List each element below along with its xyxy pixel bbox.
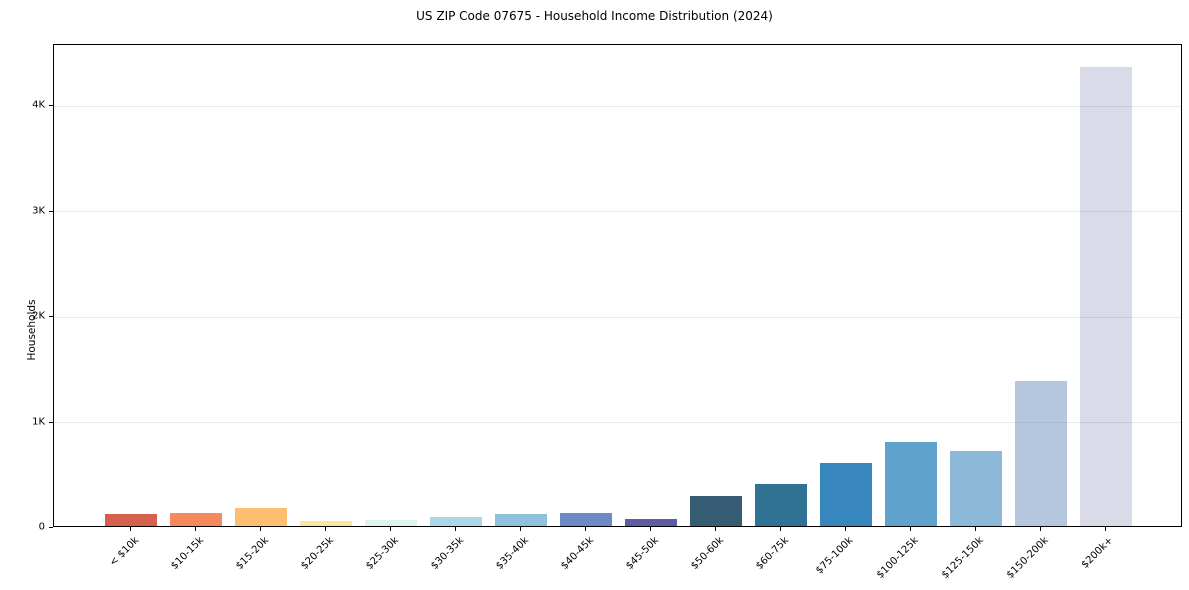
x-tick-label: $10-15k xyxy=(169,535,207,572)
x-tick-label: < $10k xyxy=(107,535,142,569)
x-tick-label: $45-50k xyxy=(623,535,661,572)
x-tick-mark xyxy=(714,527,716,531)
x-tick-label: $50-60k xyxy=(688,535,726,572)
x-tick-mark xyxy=(909,527,911,531)
x-tick-label: $75-100k xyxy=(814,535,856,577)
y-tick-label: 4K xyxy=(32,99,45,111)
x-tick-mark xyxy=(325,527,327,531)
x-tick-mark xyxy=(1104,527,1106,531)
x-tick-label: $200k+ xyxy=(1079,535,1116,571)
x-tick-label: $60-75k xyxy=(753,535,791,572)
x-tick-label: $30-35k xyxy=(428,535,466,572)
gridline xyxy=(54,316,1181,318)
x-tick-mark xyxy=(1039,527,1041,531)
x-tick-label: $40-45k xyxy=(558,535,596,572)
bar-125-150k xyxy=(949,450,1002,526)
bar-40-45k xyxy=(560,513,612,526)
y-tick-mark xyxy=(49,105,53,107)
x-tick-mark xyxy=(649,527,651,531)
y-tick-mark xyxy=(49,527,53,528)
bar-10-15k xyxy=(170,512,223,526)
bar-30-35k xyxy=(430,517,483,526)
gridline xyxy=(54,105,1181,107)
x-tick-label: $125-150k xyxy=(939,535,986,581)
y-tick-label: 3K xyxy=(32,205,45,217)
y-tick-mark xyxy=(49,421,53,423)
x-tick-label: $150-200k xyxy=(1004,535,1051,581)
x-tick-mark xyxy=(390,527,392,531)
x-tick-label: $100-125k xyxy=(874,535,921,581)
bar-15-20k xyxy=(235,507,288,526)
y-tick-mark xyxy=(49,316,53,318)
y-tick-label: 2K xyxy=(32,310,45,322)
y-tick-label: 1K xyxy=(32,416,45,428)
gridline xyxy=(54,422,1181,424)
chart-title: US ZIP Code 07675 - Household Income Dis… xyxy=(416,9,773,23)
x-tick-label: $25-30k xyxy=(364,535,401,572)
bar-60-75k xyxy=(754,483,807,526)
gridline xyxy=(54,211,1181,213)
bar-10k xyxy=(105,513,158,526)
bar-20-25k xyxy=(300,521,353,526)
bar-45-50k xyxy=(624,519,677,526)
x-tick-mark xyxy=(520,527,522,531)
x-tick-mark xyxy=(455,527,457,531)
bar-100-125k xyxy=(884,441,937,526)
bar-75-100k xyxy=(819,462,872,526)
y-axis-label: Households xyxy=(26,299,38,361)
x-tick-label: $35-40k xyxy=(493,535,531,572)
x-tick-mark xyxy=(260,527,262,531)
x-tick-mark xyxy=(779,527,781,531)
bar-50-60k xyxy=(689,495,742,526)
bar-150-200k xyxy=(1014,380,1067,526)
y-tick-label: 0 xyxy=(38,521,45,533)
bar-200k xyxy=(1079,66,1132,526)
plot-area: Households xyxy=(26,44,1182,527)
bar-25-30k xyxy=(365,520,418,526)
bar-35-40k xyxy=(495,514,548,526)
x-tick-label: $15-20k xyxy=(234,535,272,572)
x-tick-mark xyxy=(585,527,587,531)
y-tick-mark xyxy=(49,210,53,212)
x-tick-mark xyxy=(844,527,846,531)
x-tick-mark xyxy=(130,527,132,531)
x-tick-mark xyxy=(195,527,197,531)
x-tick-mark xyxy=(974,527,976,531)
x-tick-label: $20-25k xyxy=(299,535,336,572)
